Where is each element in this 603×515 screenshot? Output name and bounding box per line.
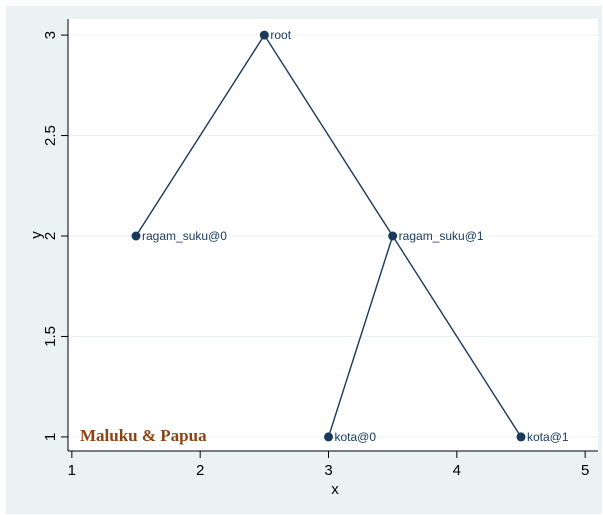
tree-edges [135, 34, 522, 438]
tree-node-marker [259, 30, 269, 40]
tree-node-label: root [270, 28, 291, 42]
axes: 1 1.5 2 2.5 3 1 2 3 4 5 [42, 19, 598, 479]
tree-edge [135, 34, 265, 237]
tree-node-marker [388, 231, 398, 241]
tree-node-marker [516, 432, 526, 442]
y-tick-label: 1 [42, 433, 59, 441]
y-tick-label: 2 [42, 232, 59, 240]
x-tick-label: 2 [196, 462, 204, 479]
y-tick-label: 1.5 [42, 326, 59, 347]
x-axis-title: x [331, 481, 339, 498]
tree-node-marker [324, 432, 334, 442]
tree-edge [327, 235, 394, 438]
tree-node-label: kota@0 [335, 430, 377, 444]
x-tick-label: 3 [324, 462, 332, 479]
region-annotation: Maluku & Papua [80, 426, 207, 445]
tree-edge [392, 235, 522, 438]
y-tick-label: 2.5 [42, 125, 59, 146]
y-tick-label: 3 [42, 31, 59, 39]
tree-node-marker [131, 231, 141, 241]
tree-edge [263, 34, 394, 237]
y-axis-title: y [28, 231, 45, 239]
plot-area [68, 19, 598, 451]
tree-node-label: ragam_suku@1 [399, 229, 484, 243]
tree-nodes: root ragam_suku@0 ragam_suku@1 kota@0 kota@1 [131, 28, 569, 444]
x-tick-label: 4 [453, 462, 461, 479]
tree-node-label: ragam_suku@0 [142, 229, 227, 243]
tree-node-label: kota@1 [527, 430, 569, 444]
x-tick-label: 5 [581, 462, 589, 479]
x-tick-label: 1 [68, 462, 76, 479]
